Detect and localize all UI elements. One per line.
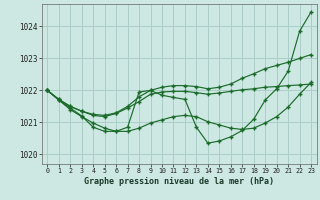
X-axis label: Graphe pression niveau de la mer (hPa): Graphe pression niveau de la mer (hPa) — [84, 177, 274, 186]
